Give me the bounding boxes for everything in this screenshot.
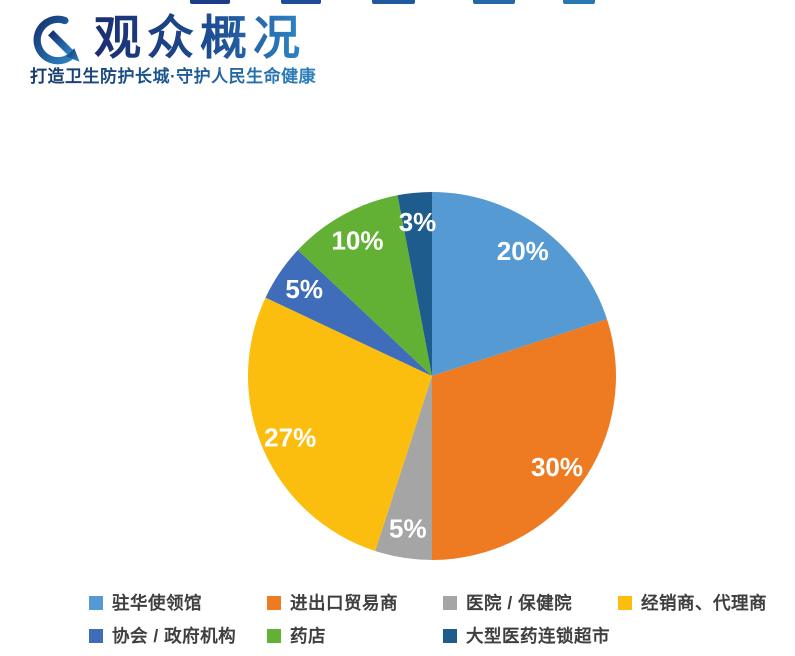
pie-label-3: 5% xyxy=(389,514,427,544)
legend-swatch-icon xyxy=(89,595,103,610)
legend-item-5: 协会 / 政府机构 xyxy=(89,623,267,648)
pie-slice-6 xyxy=(297,195,432,376)
legend-label: 协会 / 政府机构 xyxy=(112,626,237,646)
legend-swatch-icon xyxy=(267,595,281,610)
legend-label: 驻华使领馆 xyxy=(112,593,202,613)
pie-slice-1 xyxy=(432,192,607,376)
cropped-text-fragment xyxy=(372,0,415,4)
cropped-text-fragment xyxy=(190,0,230,4)
legend-item-4: 经销商、代理商 xyxy=(618,590,789,615)
legend-label: 经销商、代理商 xyxy=(641,593,767,613)
pie-label-7: 3% xyxy=(399,207,437,237)
legend-item-7: 大型医药连锁超市 xyxy=(443,623,618,648)
pie-slice-2 xyxy=(432,319,616,560)
pie-slice-4 xyxy=(248,297,432,551)
pie-slice-5 xyxy=(265,250,432,376)
legend-label: 大型医药连锁超市 xyxy=(466,626,610,646)
legend-label: 药店 xyxy=(290,626,326,646)
pie-label-1: 20% xyxy=(497,236,549,266)
cropped-text-fragment xyxy=(281,0,321,4)
pie-label-4: 27% xyxy=(264,422,316,452)
legend-swatch-icon xyxy=(443,628,457,643)
legend-item-6: 药店 xyxy=(267,623,443,648)
legend-swatch-icon xyxy=(443,595,457,610)
page-title: 观众概况 xyxy=(94,11,306,64)
legend-swatch-icon xyxy=(267,628,281,643)
legend-item-3: 医院 / 保健院 xyxy=(443,590,618,615)
legend-swatch-icon xyxy=(89,628,103,643)
cropped-text-fragment xyxy=(473,0,515,4)
header-tagline: 打造卫生防护长城·守护人民生命健康 xyxy=(30,67,317,86)
circular-arrow-icon xyxy=(33,15,80,65)
cropped-text-fragment xyxy=(563,0,595,4)
legend-item-2: 进出口贸易商 xyxy=(267,590,443,615)
legend-item-1: 驻华使领馆 xyxy=(89,590,267,615)
legend-label: 医院 / 保健院 xyxy=(466,593,573,613)
pie-chart: 20% 30% 5% 27% 5% 10% 3% xyxy=(248,192,616,560)
pie-slice-3 xyxy=(375,376,432,560)
pie-label-5: 5% xyxy=(285,274,323,304)
legend-label: 进出口贸易商 xyxy=(290,593,398,613)
pie-label-6: 10% xyxy=(331,226,383,256)
pie-slice-7 xyxy=(397,192,432,376)
chart-legend: 驻华使领馆 进出口贸易商 医院 / 保健院 经销商、代理商协会 / 政府机构 药店 大型医… xyxy=(89,586,789,652)
pie-label-2: 30% xyxy=(531,452,583,482)
legend-swatch-icon xyxy=(618,595,632,610)
